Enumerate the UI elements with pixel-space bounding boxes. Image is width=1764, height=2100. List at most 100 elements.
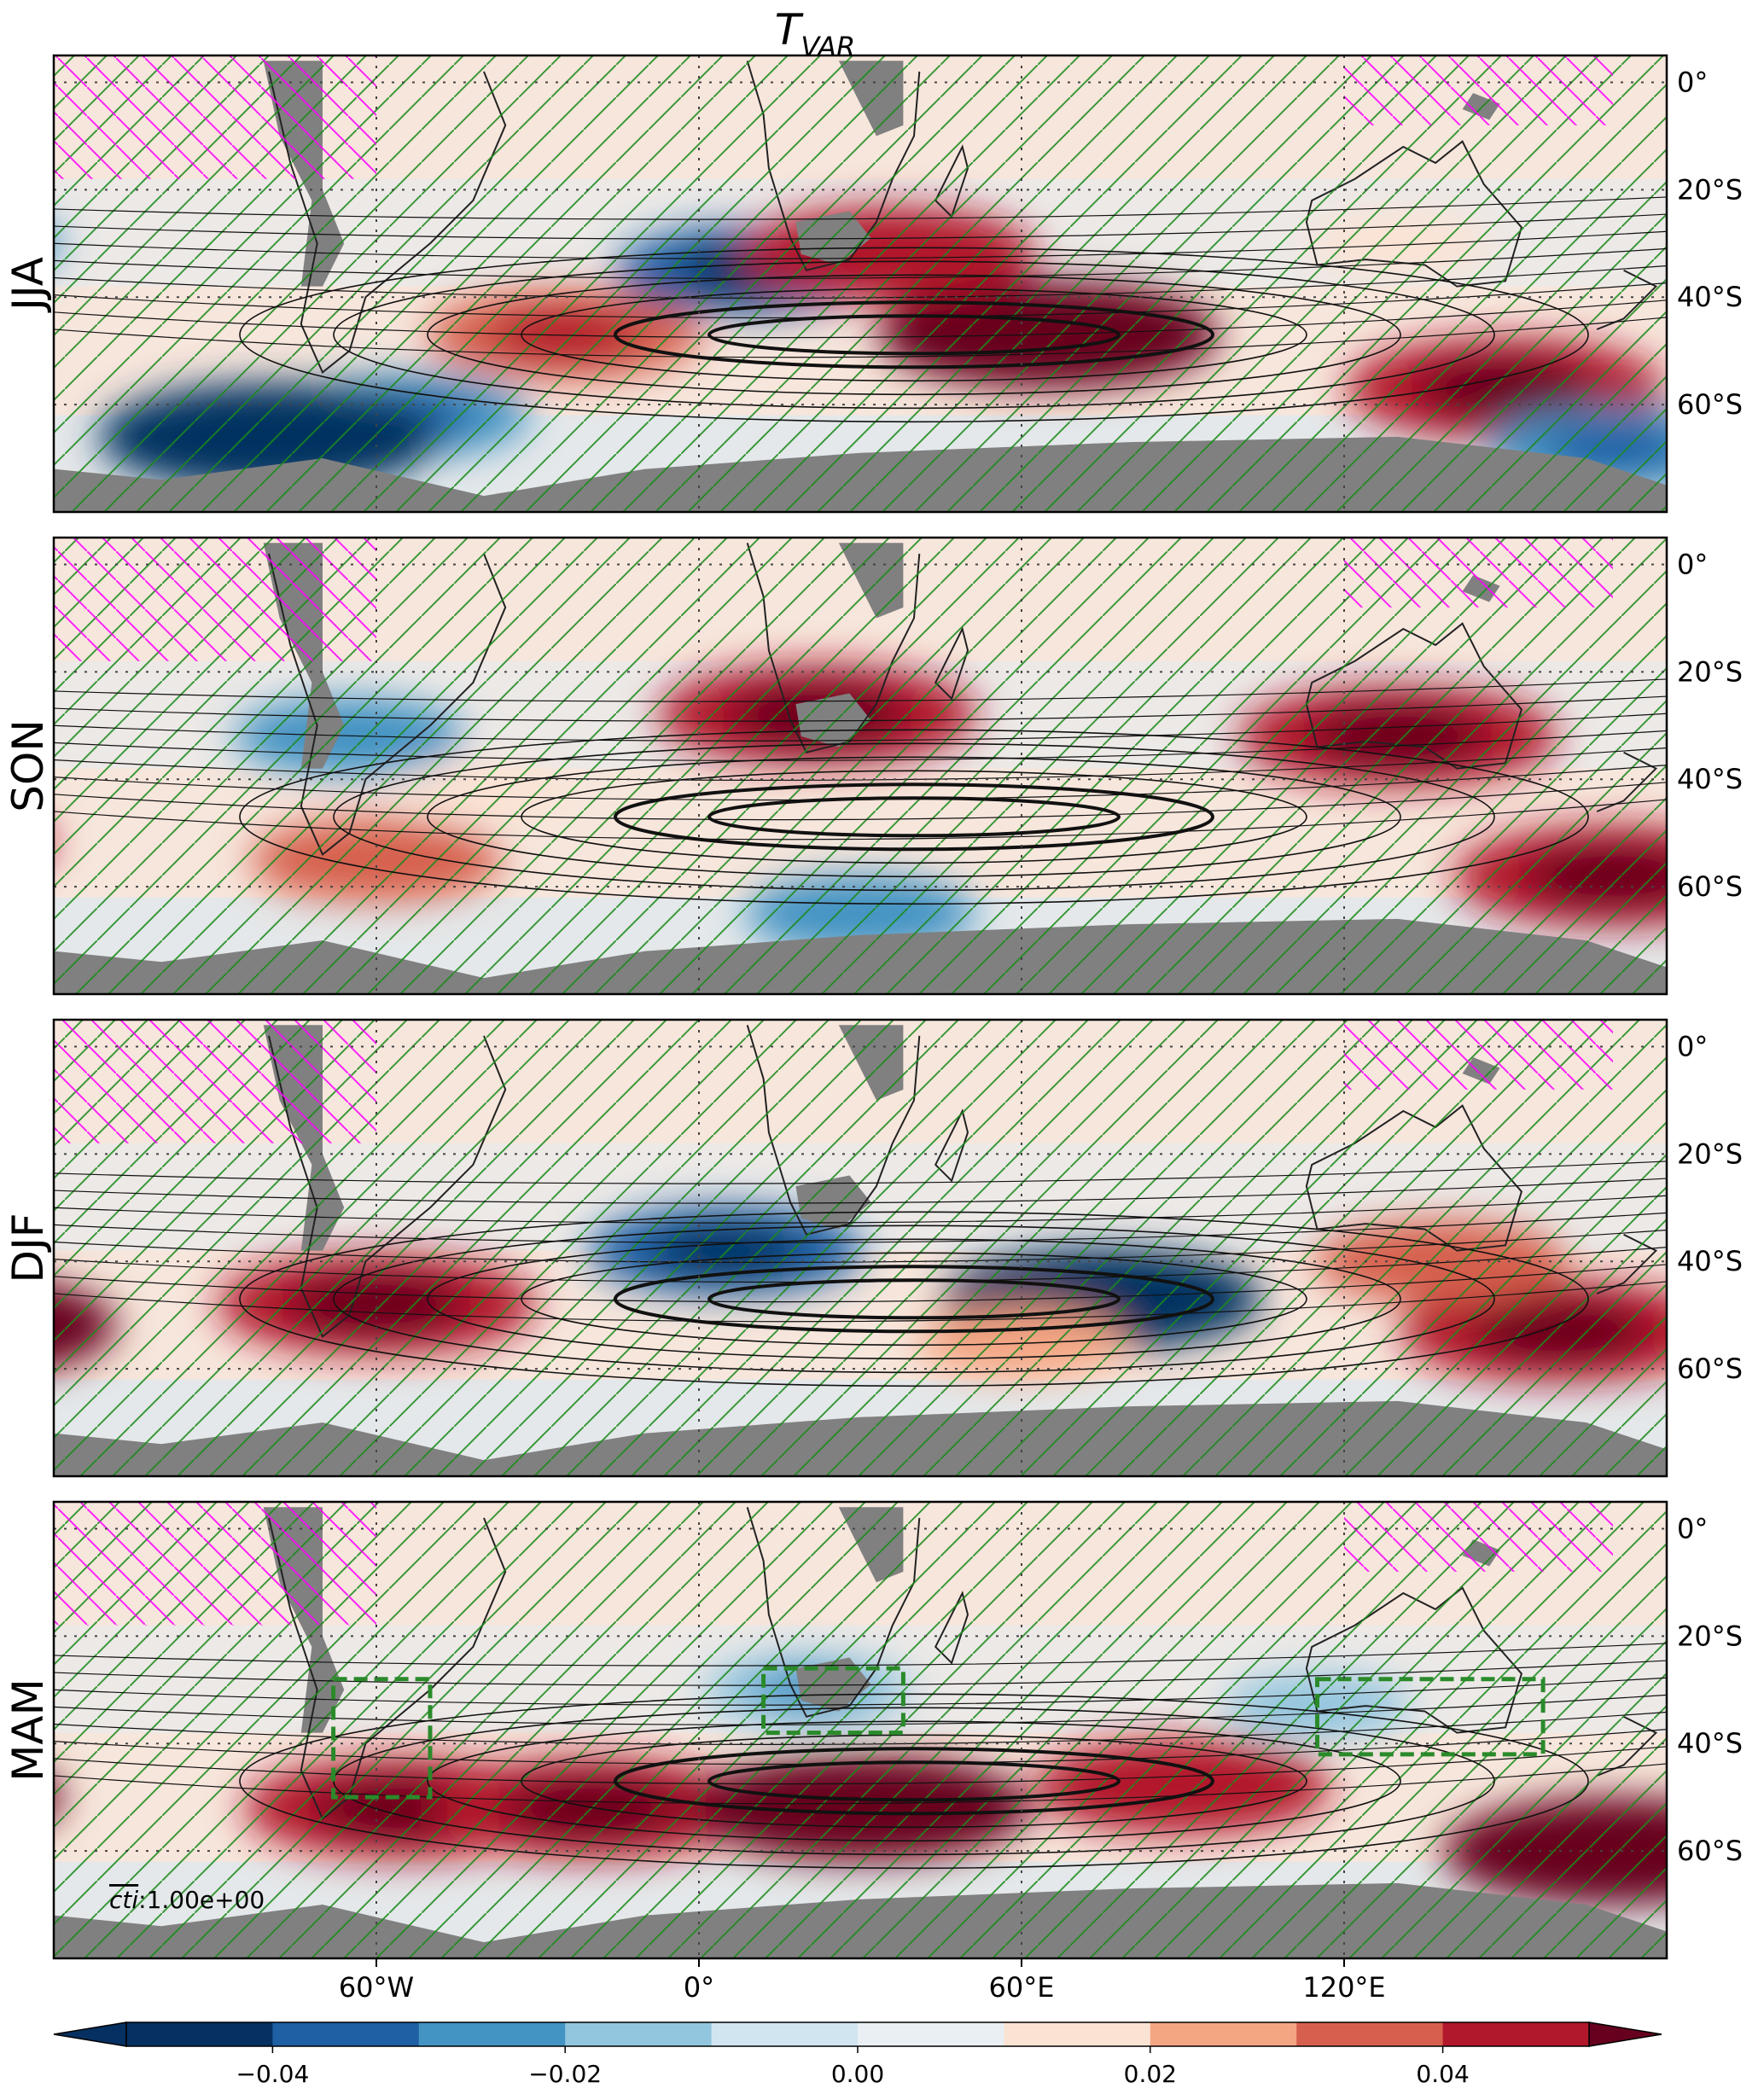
gridlines <box>54 1020 1667 1476</box>
contour-line <box>707 314 1121 356</box>
contour-line <box>54 196 1667 220</box>
contour-line <box>54 1229 1667 1263</box>
y-tick-label: 60°S <box>1677 1835 1743 1867</box>
title-main: T <box>775 5 804 55</box>
x-tick-label: 120°E <box>1302 1971 1385 2004</box>
panel-field <box>0 1020 1667 1476</box>
panel-son: SON 0° 20°S 40°S 60°S <box>3 536 1743 996</box>
y-tick-label: 40°S <box>1677 281 1743 313</box>
y-tick-label: 20°S <box>1677 1137 1743 1170</box>
colorbar-segment <box>711 2022 859 2046</box>
contour-line <box>54 1178 1667 1204</box>
figure-title: TVAR <box>775 5 855 63</box>
colorbar-tick-label: −0.04 <box>236 2060 309 2088</box>
colorbar-tick-label: 0.02 <box>1124 2060 1177 2088</box>
x-axis-ticks: 60°W 0° 60°E 120°E <box>339 1958 1386 2004</box>
y-tick-label: 20°S <box>1677 1620 1743 1652</box>
x-tick-label: 60°W <box>339 1971 414 2004</box>
contour-line <box>54 782 1667 821</box>
secondary-hatch <box>54 1020 376 1143</box>
contour-line <box>54 300 1667 339</box>
contour-line <box>427 756 1401 878</box>
panel-field <box>54 538 1667 994</box>
y-tick-label: 60°S <box>1677 388 1743 421</box>
contours <box>54 678 1667 905</box>
contour-line <box>333 260 1495 410</box>
contour-line <box>239 1693 1589 1870</box>
contour-line <box>54 1729 1667 1766</box>
x-tick-label: 0° <box>684 1971 714 2004</box>
region-box <box>331 1677 433 1800</box>
panel-frame <box>52 1018 1668 1478</box>
contour-line <box>614 300 1214 369</box>
panel-djf: DJF 0° 20°S 40°S 60°S <box>0 1018 1743 1478</box>
region-box <box>761 1666 905 1736</box>
panel-jja: JJA 0° 20°S 40°S 60°S <box>0 54 1743 514</box>
colorbar-segment <box>565 2022 713 2046</box>
colorbar-tick-label: 0.00 <box>831 2060 884 2088</box>
contour-line <box>54 1281 1667 1323</box>
secondary-hatch <box>54 55 376 179</box>
y-tick-label: 40°S <box>1677 763 1743 795</box>
y-tick-label: 20°S <box>1677 173 1743 206</box>
y-tick-label: 60°S <box>1677 1352 1743 1385</box>
panel-frame <box>52 536 1668 996</box>
contour-line <box>239 247 1589 423</box>
contour-line <box>54 1746 1667 1785</box>
contour-line <box>333 1225 1495 1374</box>
contour-line <box>707 796 1121 838</box>
contour-line <box>707 1760 1121 1802</box>
contour-line <box>54 1643 1667 1667</box>
y-tick-label: 0° <box>1677 1512 1708 1544</box>
contour-line <box>54 1264 1667 1303</box>
contours <box>54 1161 1667 1387</box>
contour-line <box>614 1747 1214 1816</box>
cti-symbol: cti <box>109 1886 138 1914</box>
panel-frame <box>52 1500 1668 1960</box>
secondary-hatch <box>54 1502 376 1626</box>
region-box <box>1315 1677 1546 1757</box>
contour-line <box>54 1711 1667 1745</box>
secondary-hatch <box>1344 1502 1613 1572</box>
secondary-hatch <box>1344 55 1613 125</box>
colorbar: −0.04 −0.02 0.00 0.02 0.04 <box>53 2021 1662 2088</box>
contour-line <box>54 1763 1667 1805</box>
y-tick-label: 60°S <box>1677 870 1743 903</box>
contour-line <box>54 282 1667 319</box>
contour-line <box>54 713 1667 742</box>
secondary-hatch <box>1344 1020 1613 1090</box>
contour-line <box>427 1238 1401 1360</box>
contour-line <box>54 1660 1667 1686</box>
y-tick-label: 0° <box>1677 548 1708 580</box>
season-label: DJF <box>3 1213 53 1283</box>
y-tick-label: 20°S <box>1677 655 1743 688</box>
contour-line <box>54 1694 1667 1725</box>
anomaly-core <box>0 1294 40 1358</box>
colorbar-segment <box>1150 2022 1297 2046</box>
secondary-hatch <box>54 538 376 661</box>
colorbar-segment <box>1004 2022 1151 2046</box>
colorbar-segment <box>126 2022 273 2046</box>
panel-field <box>0 55 1667 512</box>
contour-line <box>54 1212 1667 1243</box>
panel-frame <box>52 54 1668 514</box>
contour-line <box>54 695 1667 722</box>
y-tick-label: 0° <box>1677 66 1708 98</box>
contour-line <box>54 747 1667 781</box>
contour-line <box>54 265 1667 299</box>
contour-line <box>54 247 1667 279</box>
colorbar-extend-max <box>1588 2021 1662 2047</box>
contour-line <box>54 213 1667 240</box>
contour-line <box>54 1161 1667 1184</box>
colorbar-segment <box>1296 2022 1444 2046</box>
colorbar-extend-min <box>53 2021 127 2047</box>
gridlines <box>54 538 1667 994</box>
colorbar-segment <box>272 2022 420 2046</box>
contour-line <box>427 274 1401 396</box>
x-tick-label: 60°E <box>989 1971 1055 2004</box>
contour-line <box>333 742 1495 892</box>
cti-label: cti:1.00e+00 <box>109 1886 265 1914</box>
contour-line <box>54 799 1667 841</box>
anomaly-blob <box>0 334 9 442</box>
